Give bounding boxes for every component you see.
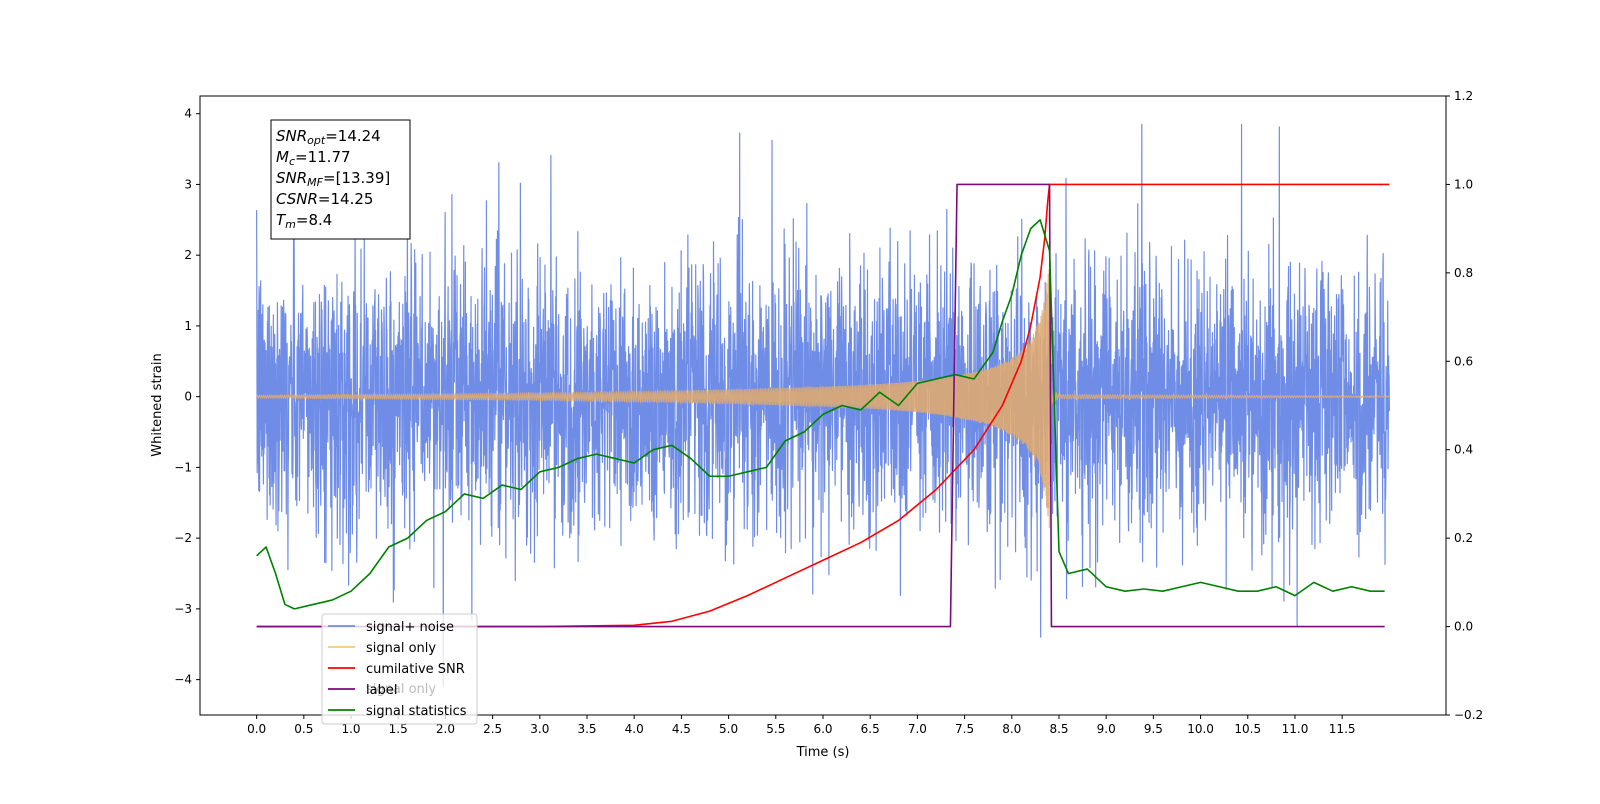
y-tick-label: −1 (174, 460, 192, 474)
y-axis-label: Whitened strain (150, 353, 165, 456)
annotation-line: SNRopt=14.24 (276, 127, 381, 147)
legend: signal only signal+ noise signal only cumil… (321, 613, 478, 725)
x-tick-label: 5.0 (719, 722, 738, 736)
axes-layer: 0.0 0.5 1.0 1.5 2.0 2.5 3.0 3.5 4.0 4.5 5.0 5.5 6.0 6… (174, 89, 1483, 736)
annotation-line: Tm=8.4 (276, 211, 332, 231)
x-tick-label: 2.5 (483, 722, 502, 736)
y-tick-label: 4 (184, 107, 192, 121)
x-tick-label: 10.5 (1234, 722, 1261, 736)
x-tick-label: 10.0 (1187, 722, 1214, 736)
series-layer (256, 123, 1390, 688)
x-tick-label: 1.5 (389, 722, 408, 736)
x-tick-label: 6.5 (861, 722, 880, 736)
x-tick-label: 11.0 (1282, 722, 1309, 736)
x-tick-label: 3.5 (577, 722, 596, 736)
legend-label: signal statistics (366, 704, 467, 719)
x-tick-label: 0.5 (294, 722, 313, 736)
y-right-tick-label: 0.8 (1454, 266, 1473, 280)
x-tick-label: 0.0 (247, 722, 266, 736)
x-tick-label: 6.0 (813, 722, 832, 736)
legend-label: signal only (366, 641, 436, 656)
y-tick-label: −4 (174, 673, 192, 687)
x-tick-label: 1.0 (341, 722, 360, 736)
x-tick-label: 11.5 (1329, 722, 1356, 736)
x-tick-label: 7.5 (955, 722, 974, 736)
x-tick-label: 9.5 (1144, 722, 1163, 736)
y-tick-label: 2 (184, 248, 192, 262)
x-tick-label: 5.5 (766, 722, 785, 736)
x-axis-label: Time (s) (796, 745, 850, 760)
x-tick-label: 4.5 (672, 722, 691, 736)
x-tick-label: 4.0 (625, 722, 644, 736)
series-line-label (256, 183, 1385, 628)
x-tick-label: 8.5 (1049, 722, 1068, 736)
y-tick-label: 1 (184, 319, 192, 333)
annotation-line: Mc=11.77 (276, 148, 351, 168)
y-right-tick-label: −0.2 (1454, 708, 1483, 722)
y-right-tick-label: 0.6 (1454, 354, 1473, 368)
annotation-line: SNRMF=[13.39] (276, 169, 390, 189)
y-right-tick-label: 1.0 (1454, 177, 1473, 191)
x-tick-label: 8.0 (1002, 722, 1021, 736)
x-tick-label: 2.0 (436, 722, 455, 736)
annotation-frame (270, 119, 411, 240)
x-tick-label: 3.0 (530, 722, 549, 736)
annotation-line: CSNR=14.25 (276, 190, 373, 208)
series-line-signal-statistics (256, 219, 1385, 610)
y-right-tick-label: 0.0 (1454, 620, 1473, 634)
x-tick-label: 7.0 (908, 722, 927, 736)
series-line-cumilative-snr (256, 183, 1390, 628)
y-tick-label: 3 (184, 177, 192, 191)
series-line-signal-only (256, 269, 1390, 529)
y-right-tick-label: 1.2 (1454, 89, 1473, 103)
legend-overlap-text: signal only (366, 682, 436, 697)
legend-label: label (366, 683, 397, 698)
legend-label: cumilative SNR (366, 662, 465, 677)
annotation-box: SNRopt=14.24Mc=11.77SNRMF=[13.39]CSNR=14… (270, 119, 411, 240)
legend-frame (321, 613, 478, 725)
y-tick-label: 0 (184, 390, 192, 404)
y-right-tick-label: 0.2 (1454, 531, 1473, 545)
y-right-tick-label: 0.4 (1454, 443, 1473, 457)
series-line-signal-noise (256, 123, 1390, 688)
y-tick-label: −3 (174, 602, 192, 616)
x-tick-label: 9.0 (1097, 722, 1116, 736)
legend-label: signal+ noise (366, 620, 454, 635)
y-tick-label: −2 (174, 531, 192, 545)
